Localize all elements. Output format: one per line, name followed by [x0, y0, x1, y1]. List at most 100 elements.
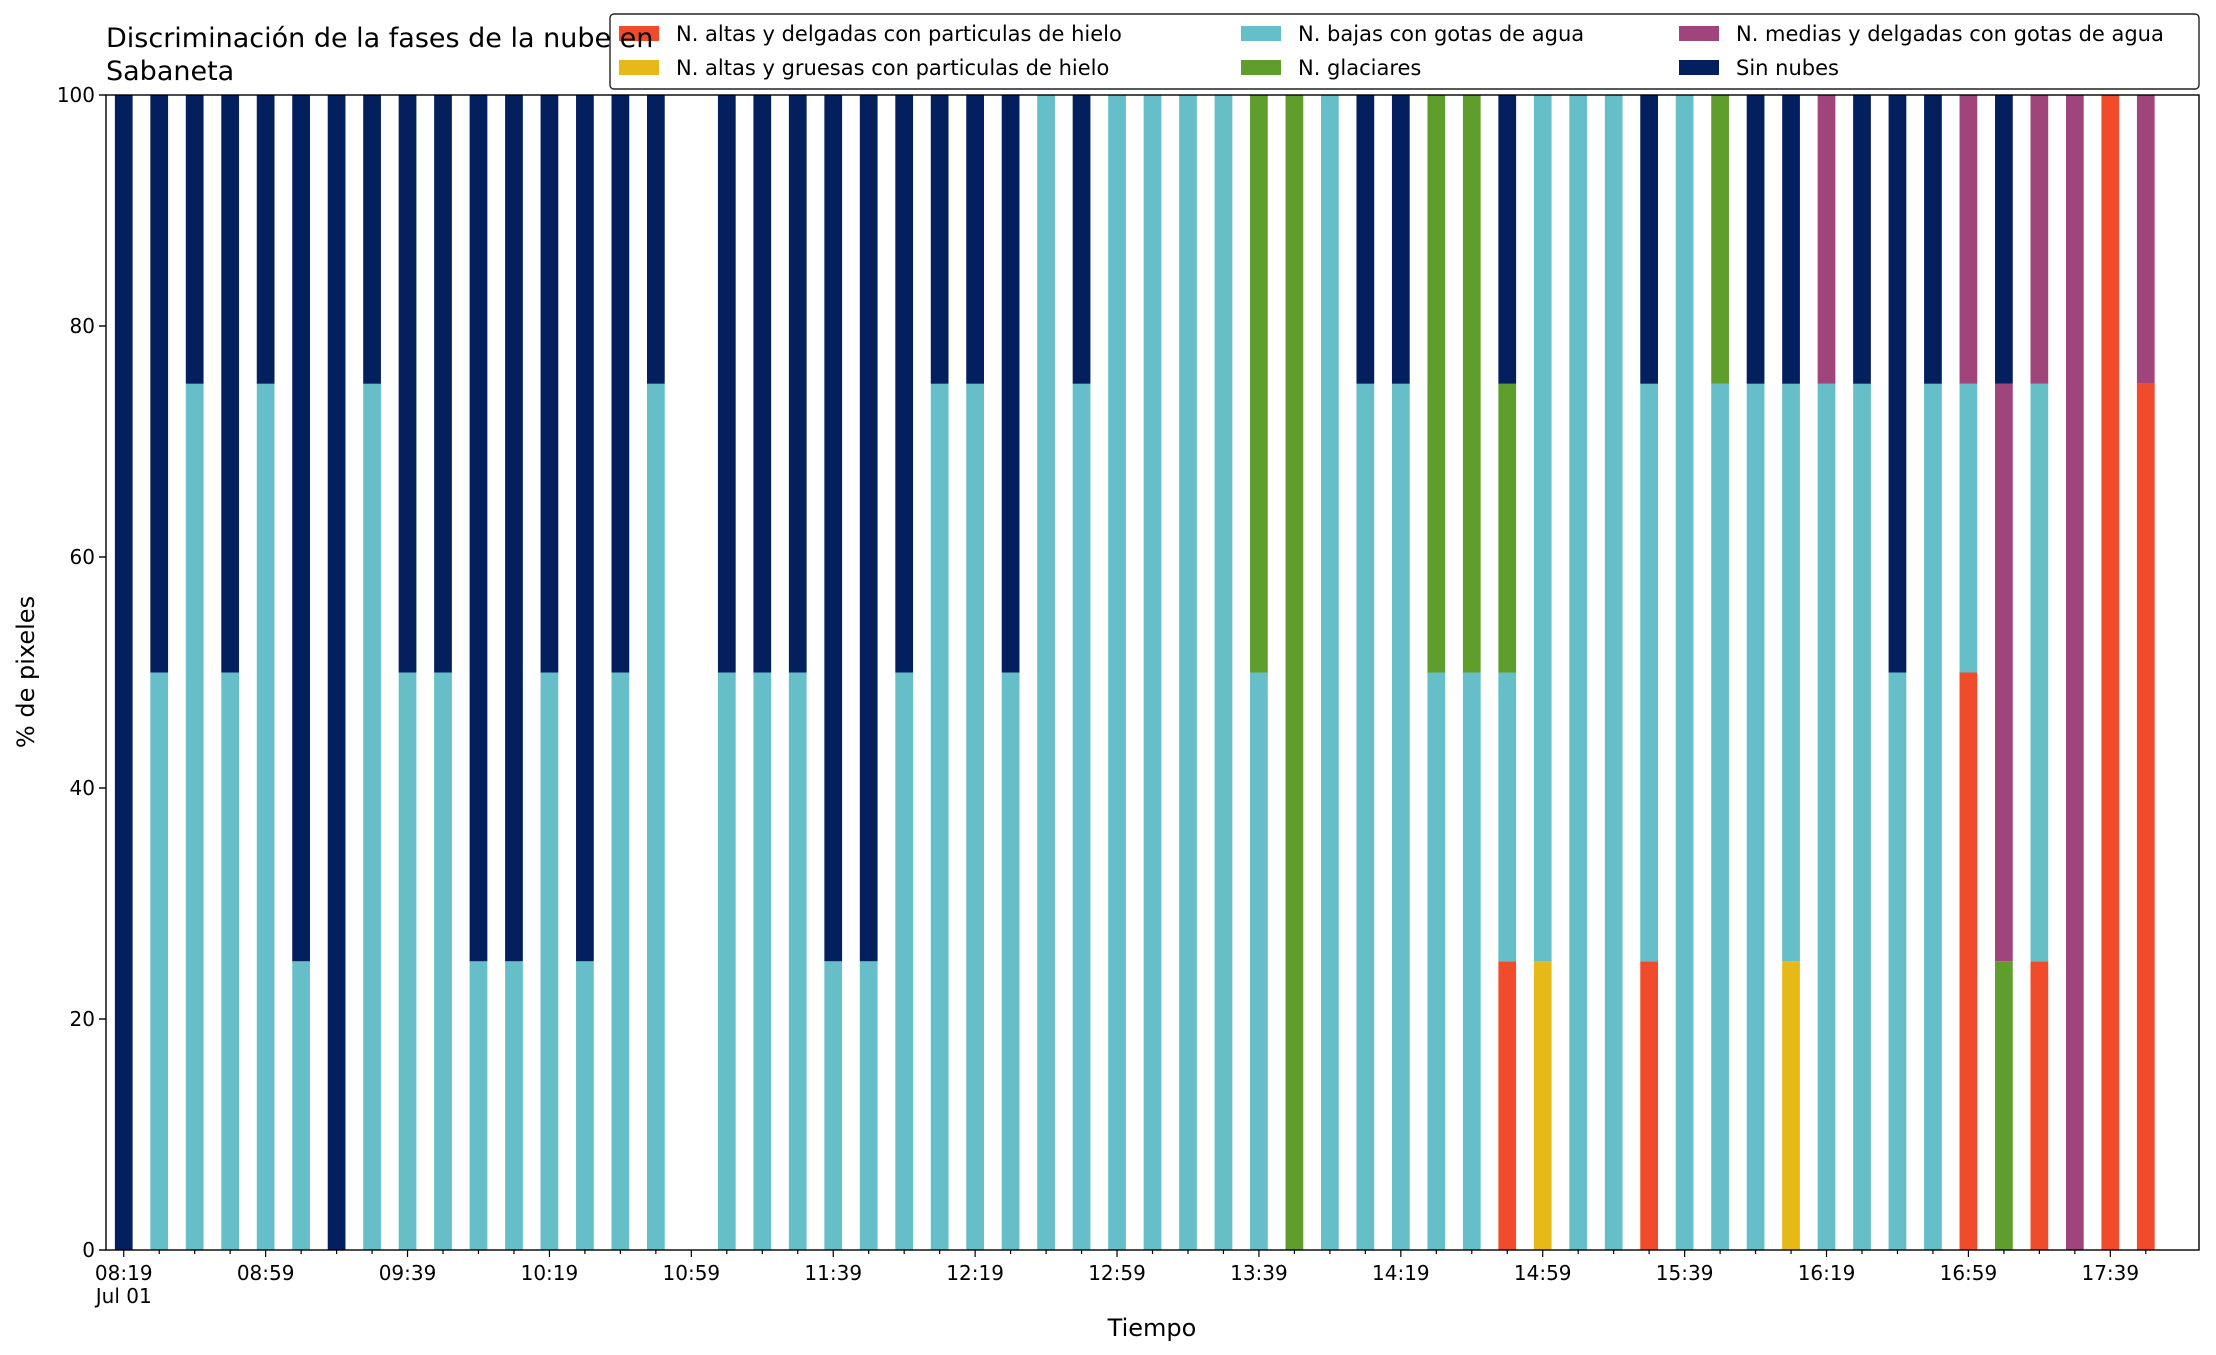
x-tick-label: 14:19: [1372, 1261, 1430, 1285]
legend-label: N. altas y gruesas con particulas de hie…: [676, 56, 1109, 80]
y-tick-label: 0: [82, 1238, 95, 1262]
bar-segment: [1817, 383, 1836, 1250]
bar-segment: [753, 672, 772, 1250]
bar-segment: [1533, 961, 1552, 1250]
x-tick-label: 12:19: [946, 1261, 1004, 1285]
bar-segment: [1321, 95, 1339, 1250]
legend-swatch: [1679, 60, 1719, 75]
bar-segment: [1995, 383, 2013, 962]
bar-segment: [150, 672, 169, 1250]
bar-segment: [1072, 383, 1091, 1250]
legend-label: N. bajas con gotas de agua: [1298, 22, 1584, 46]
bar-segment: [1995, 961, 2013, 1250]
bar-segment: [824, 95, 843, 962]
x-tick-label: 12:59: [1088, 1261, 1146, 1285]
bar-segment: [1640, 95, 1659, 384]
bar-segment: [398, 95, 417, 673]
bar-segment: [1285, 95, 1304, 1250]
bar-segment: [1108, 95, 1126, 1250]
x-tick-label: 11:39: [804, 1261, 862, 1285]
bar-segment: [1959, 383, 1978, 673]
bar-segment: [363, 95, 381, 384]
bar-segment: [646, 95, 665, 384]
bar-segment: [540, 95, 559, 673]
bar-segment: [1250, 95, 1268, 673]
bar-segment: [221, 672, 240, 1250]
bar-segment: [256, 383, 275, 1250]
y-tick-label: 100: [57, 83, 95, 107]
bar-segment: [1746, 95, 1765, 384]
bar-segment: [1711, 383, 1729, 1250]
bar-segment: [1959, 95, 1978, 384]
bar-segment: [1817, 95, 1836, 384]
bar-segment: [1001, 95, 1020, 673]
bar-segment: [1356, 383, 1375, 1250]
chart-title: Discriminación de la fases de la nube en…: [106, 23, 654, 87]
bar-segment: [1675, 95, 1694, 1250]
bar-segment: [1498, 961, 1517, 1250]
bar-segment: [1888, 95, 1907, 673]
bar-segment: [292, 961, 310, 1250]
bar-segment: [1250, 672, 1268, 1250]
x-tick-label: 09:39: [379, 1261, 437, 1285]
bar-segment: [1391, 95, 1410, 384]
legend-box: [609, 13, 2200, 90]
bar-segment: [1853, 383, 1871, 1250]
legend-swatch: [1679, 26, 1719, 41]
bar-segment: [1037, 95, 1055, 1250]
x-tick-label: 14:59: [1514, 1261, 1572, 1285]
x-tick-label: 17:39: [2081, 1261, 2139, 1285]
y-tick-label: 20: [70, 1007, 95, 1031]
bar-segment: [717, 672, 736, 1250]
legend-swatch: [1241, 60, 1281, 75]
bar-segment: [1853, 95, 1871, 384]
bar-segment: [1711, 95, 1729, 384]
x-tick-label: 08:59: [237, 1261, 295, 1285]
bar-segment: [1498, 672, 1517, 962]
y-tick-label: 60: [70, 545, 95, 569]
bar-segment: [1604, 95, 1623, 1250]
legend-label: N. medias y delgadas con gotas de agua: [1736, 22, 2164, 46]
y-axis-label: % de pixeles: [12, 596, 40, 748]
bar-segment: [185, 383, 204, 1250]
bar-segment: [1214, 95, 1233, 1250]
bar-segment: [2101, 95, 2120, 1250]
bar-segment: [1640, 961, 1659, 1250]
bar-segment: [1746, 383, 1765, 1250]
bar-segment: [895, 672, 914, 1250]
bar-segment: [1179, 95, 1197, 1250]
bar-segment: [1462, 672, 1481, 1250]
bar-segment: [1782, 95, 1800, 384]
bar-segment: [1001, 672, 1020, 1250]
bar-segment: [1427, 95, 1446, 673]
x-tick-label: 10:59: [663, 1261, 721, 1285]
bar-segment: [966, 95, 984, 384]
bar-segment: [611, 672, 630, 1250]
bar-segment: [1462, 95, 1481, 673]
bar-segment: [717, 95, 736, 673]
bar-segment: [434, 672, 452, 1250]
legend-swatch: [619, 26, 659, 41]
bar-segment: [256, 95, 275, 384]
bar-segment: [824, 961, 843, 1250]
bar-segment: [1391, 383, 1410, 1250]
x-tick-label: 15:39: [1656, 1261, 1714, 1285]
bar-segment: [1924, 383, 1942, 1250]
legend-label: Sin nubes: [1736, 56, 1839, 80]
bar-segment: [788, 672, 807, 1250]
bar-segment: [292, 95, 310, 962]
bar-segment: [2030, 95, 2049, 384]
bar-segment: [2065, 95, 2084, 1250]
bar-segment: [150, 95, 169, 673]
bar-segment: [1498, 383, 1517, 673]
bar-segment: [788, 95, 807, 673]
x-axis-label: Tiempo: [1107, 1314, 1197, 1342]
x-tick-label: 10:19: [521, 1261, 579, 1285]
bar-segment: [363, 383, 381, 1250]
bar-segment: [469, 95, 488, 962]
plot-frame: [105, 94, 2200, 1251]
bar-segment: [576, 95, 594, 962]
bar-segment: [114, 95, 133, 1250]
legend-swatch: [1241, 26, 1281, 41]
